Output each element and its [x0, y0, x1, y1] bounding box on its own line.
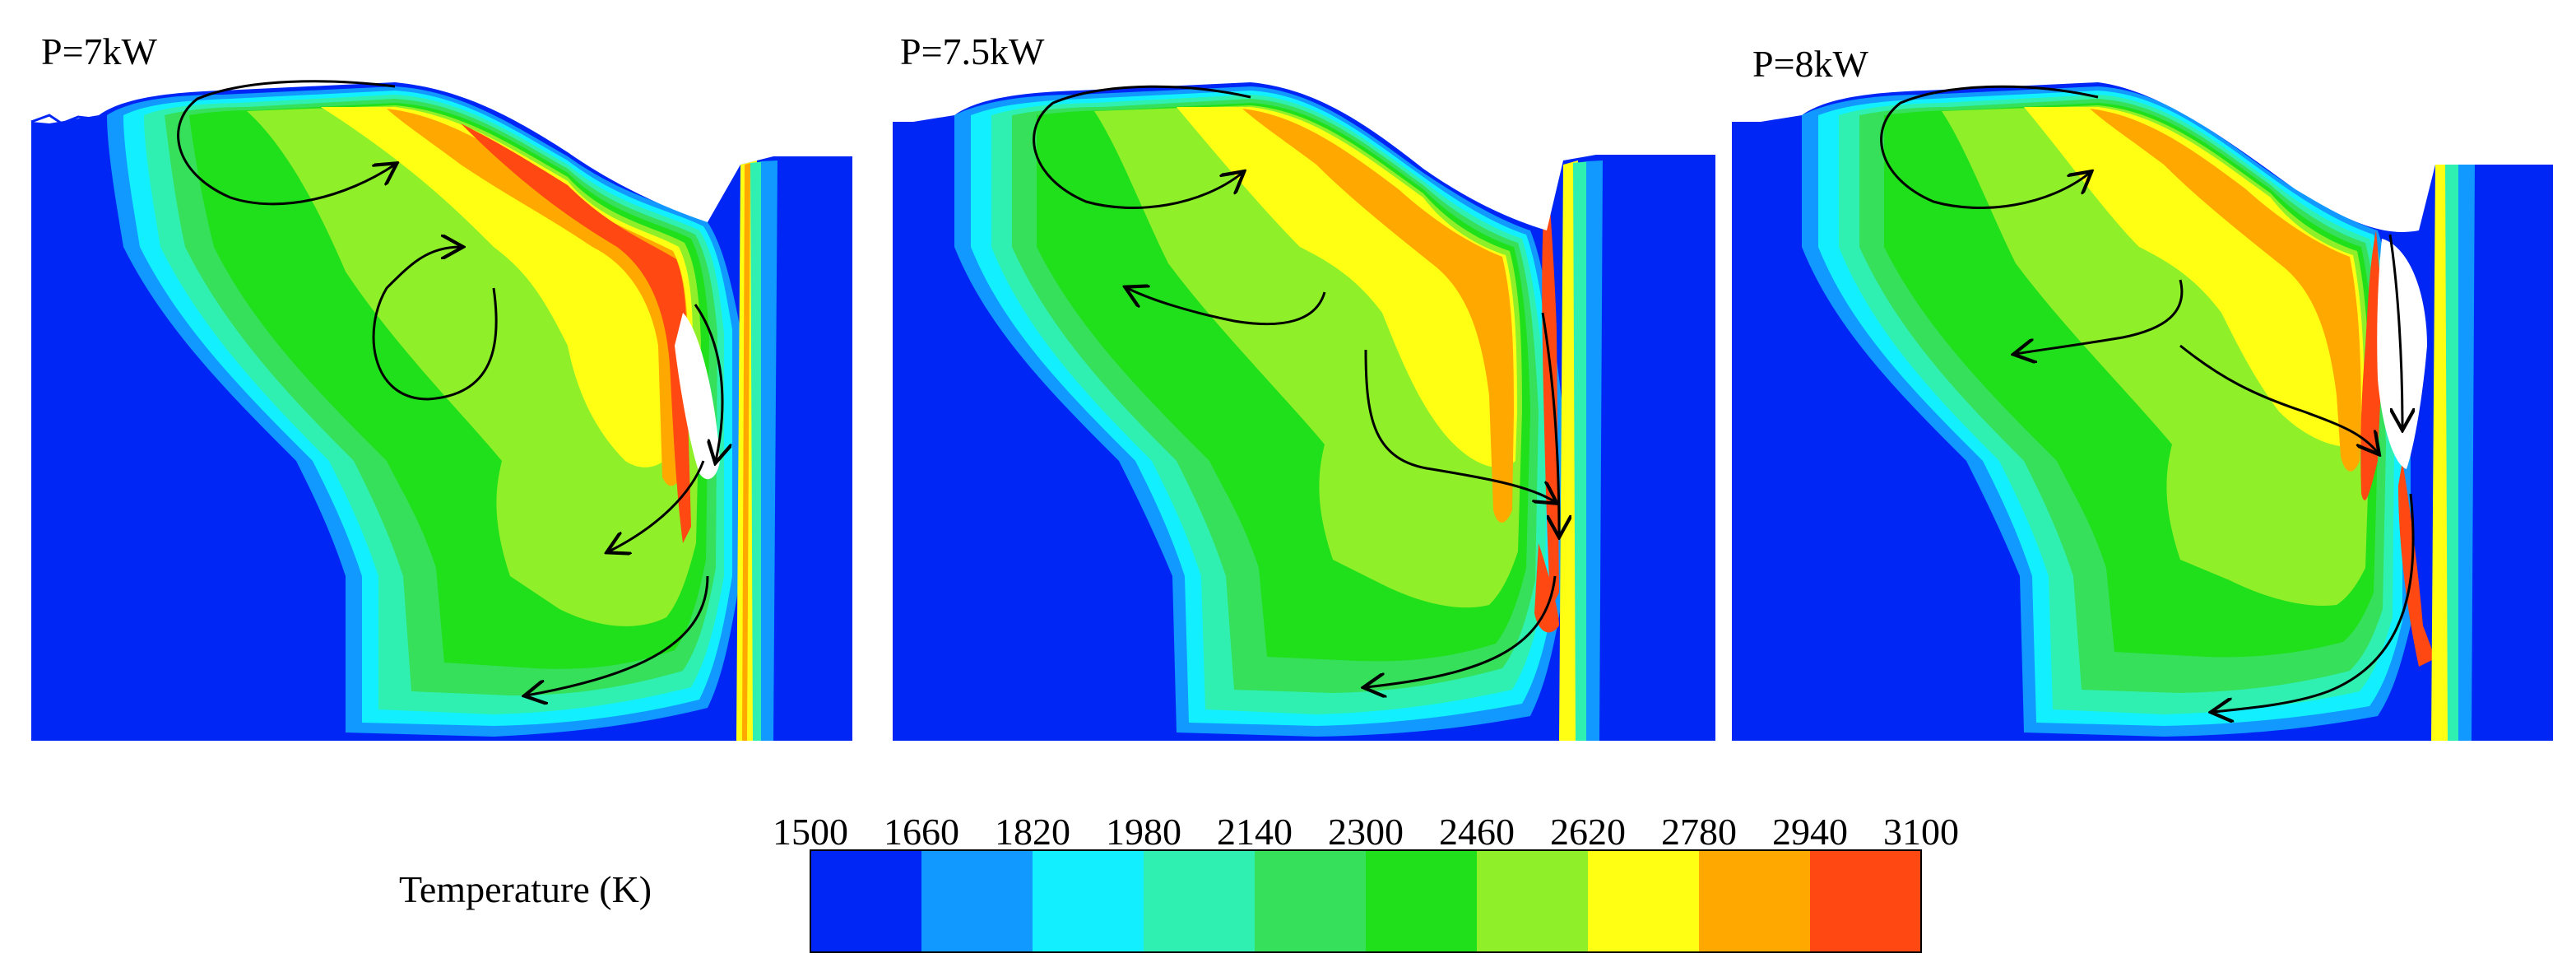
colorbar-tick: 2300 — [1328, 811, 1404, 853]
colorbar-swatch — [1477, 850, 1588, 952]
colorbar-title: Temperature (K) — [399, 868, 652, 910]
panel-7kw-contour — [30, 66, 852, 741]
temperature-colorbar — [810, 849, 1922, 953]
colorbar-swatch — [1588, 850, 1699, 952]
panel-8kw-contour — [1732, 66, 2553, 741]
colorbar-tick: 2940 — [1772, 811, 1848, 853]
band-2620 — [321, 107, 693, 467]
band-2780 — [2090, 109, 2361, 472]
keyhole-cavity — [675, 313, 720, 480]
panel-label-7kw: P=7kW — [41, 30, 157, 72]
colorbar-swatch — [1810, 850, 1921, 952]
colorbar-tick: 3100 — [1883, 811, 1959, 853]
colorbar-tick: 1820 — [995, 811, 1070, 853]
colorbar-swatch — [1144, 850, 1255, 952]
colorbar-tick: 1660 — [884, 811, 959, 853]
panel-label-8kw: P=8kW — [1752, 43, 1868, 85]
colorbar-swatch — [921, 850, 1033, 952]
colorbar-swatch — [1699, 850, 1810, 952]
colorbar-tick: 1980 — [1106, 811, 1181, 853]
colorbar-tick: 2780 — [1661, 811, 1737, 853]
colorbar-tick: 1500 — [773, 811, 848, 853]
colorbar-swatch — [1255, 850, 1366, 952]
panel-75kw-contour — [893, 66, 1715, 741]
band-2940 — [461, 123, 691, 543]
band-2780 — [1242, 109, 1514, 523]
colorbar-swatch — [810, 850, 921, 952]
colorbar-tick: 2460 — [1439, 811, 1515, 853]
colorbar-tick: 2620 — [1550, 811, 1626, 853]
colorbar-swatch — [1366, 850, 1477, 952]
band-2620 — [2024, 107, 2365, 447]
band-2620 — [1177, 107, 1517, 467]
colorbar-tick: 2140 — [1217, 811, 1293, 853]
colorbar-swatch — [1033, 850, 1144, 952]
panel-label-75kw: P=7.5kW — [900, 30, 1045, 72]
